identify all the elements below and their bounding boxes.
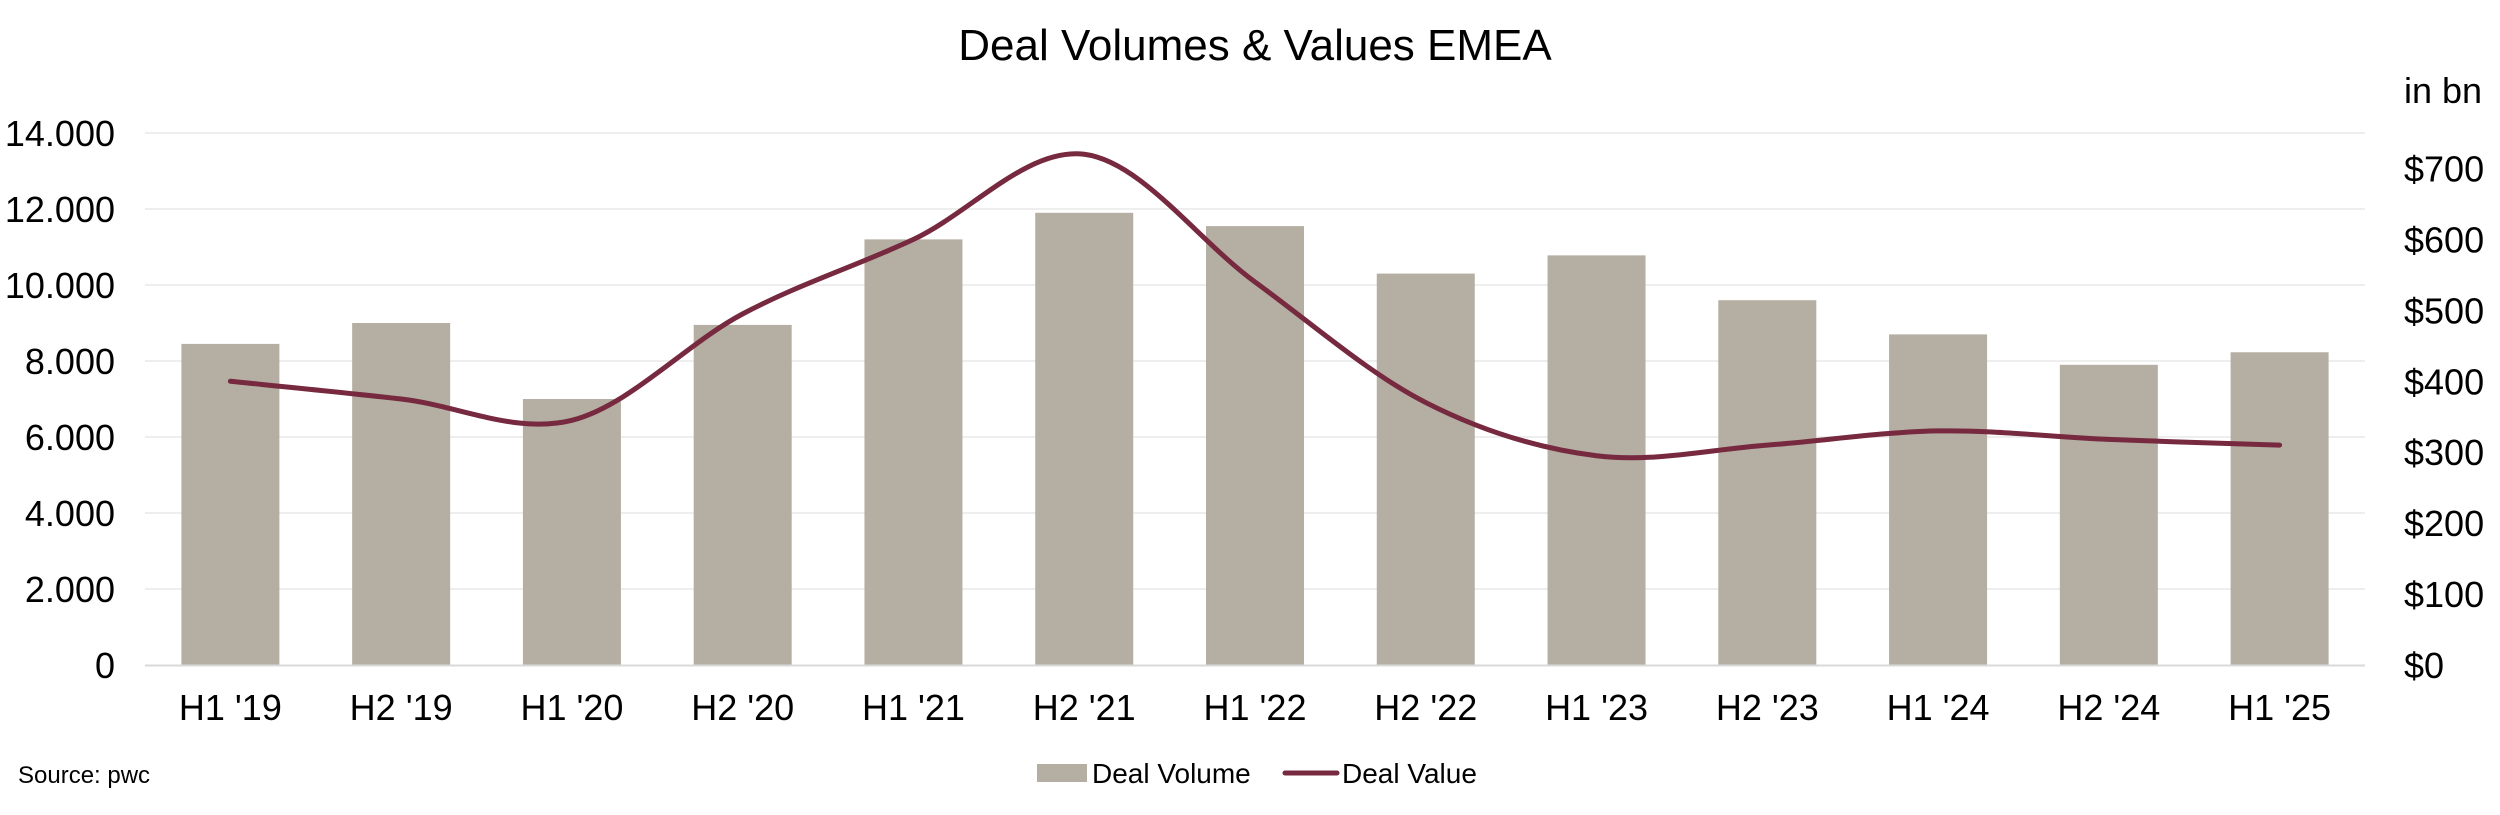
left-axis-tick-label: 4.000	[25, 493, 115, 534]
right-axis-tick-label: $200	[2404, 503, 2484, 544]
chart-title: Deal Volumes & Values EMEA	[958, 21, 1552, 70]
legend-label-deal-volume: Deal Volume	[1092, 758, 1251, 789]
right-y-axis: $0 $100 $200 $300 $400 $500 $600 $700	[2404, 148, 2484, 686]
right-axis-tick-label: $700	[2404, 148, 2484, 189]
line-path-deal-value	[227, 151, 2283, 461]
x-axis-tick-label: H1 '21	[862, 687, 965, 728]
right-axis-tick-label: $600	[2404, 219, 2484, 260]
bar-deal-volume	[864, 239, 963, 665]
bars-deal-volume	[181, 212, 2329, 666]
bar-deal-volume	[1718, 300, 1817, 665]
x-axis-tick-label: H1 '20	[520, 687, 623, 728]
x-axis-tick-label: H2 '23	[1716, 687, 1819, 728]
x-axis-tick-label: H1 '23	[1545, 687, 1648, 728]
bar-deal-volume	[1035, 212, 1134, 666]
bar-deal-volume	[693, 324, 792, 665]
bar-deal-volume	[2059, 364, 2158, 665]
left-y-axis: 0 2.000 4.000 6.000 8.000 10.000 12.000 14.000	[5, 113, 115, 686]
left-axis-tick-label: 6.000	[25, 417, 115, 458]
x-axis-tick-label: H2 '21	[1033, 687, 1136, 728]
legend-swatch-deal-volume	[1037, 764, 1087, 782]
left-axis-tick-label: 12.000	[5, 189, 115, 230]
x-axis-tick-label: H2 '24	[2057, 687, 2160, 728]
bar-deal-volume	[181, 343, 280, 665]
right-axis-tick-label: $300	[2404, 432, 2484, 473]
x-axis-tick-label: H2 '20	[691, 687, 794, 728]
bar-deal-volume	[1206, 226, 1304, 665]
source-note: Source: pwc	[18, 762, 150, 789]
right-axis-tick-label: $100	[2404, 574, 2484, 615]
line-deal-value	[227, 151, 2283, 461]
left-axis-tick-label: 14.000	[5, 113, 115, 154]
left-axis-tick-label: 0	[95, 645, 115, 686]
left-axis-tick-label: 2.000	[25, 569, 115, 610]
x-axis-tick-label: H1 '22	[1204, 687, 1307, 728]
legend: Deal Volume Deal Value	[1037, 758, 1477, 789]
x-axis-tick-label: H1 '24	[1887, 687, 1990, 728]
right-axis-tick-label: $400	[2404, 361, 2484, 402]
x-axis-tick-labels: H1 '19 H2 '19 H1 '20 H2 '20 H1 '21 H2 '21 H1 '…	[179, 687, 2331, 728]
x-axis-tick-label: H2 '22	[1374, 687, 1477, 728]
right-axis-tick-label: $0	[2404, 645, 2444, 686]
x-axis-tick-label: H1 '25	[2228, 687, 2331, 728]
right-axis-tick-label: $500	[2404, 290, 2484, 331]
bar-deal-volume	[2230, 352, 2329, 665]
left-axis-tick-label: 8.000	[25, 341, 115, 382]
bar-deal-volume	[352, 323, 451, 665]
x-axis-tick-label: H1 '19	[179, 687, 282, 728]
bar-deal-volume	[1889, 334, 1988, 665]
left-axis-tick-label: 10.000	[5, 265, 115, 306]
bar-deal-volume	[522, 399, 621, 665]
bar-deal-volume	[1376, 273, 1475, 665]
legend-label-deal-value: Deal Value	[1342, 758, 1477, 789]
right-axis-unit-label: in bn	[2404, 70, 2482, 111]
x-axis-tick-label: H2 '19	[350, 687, 453, 728]
